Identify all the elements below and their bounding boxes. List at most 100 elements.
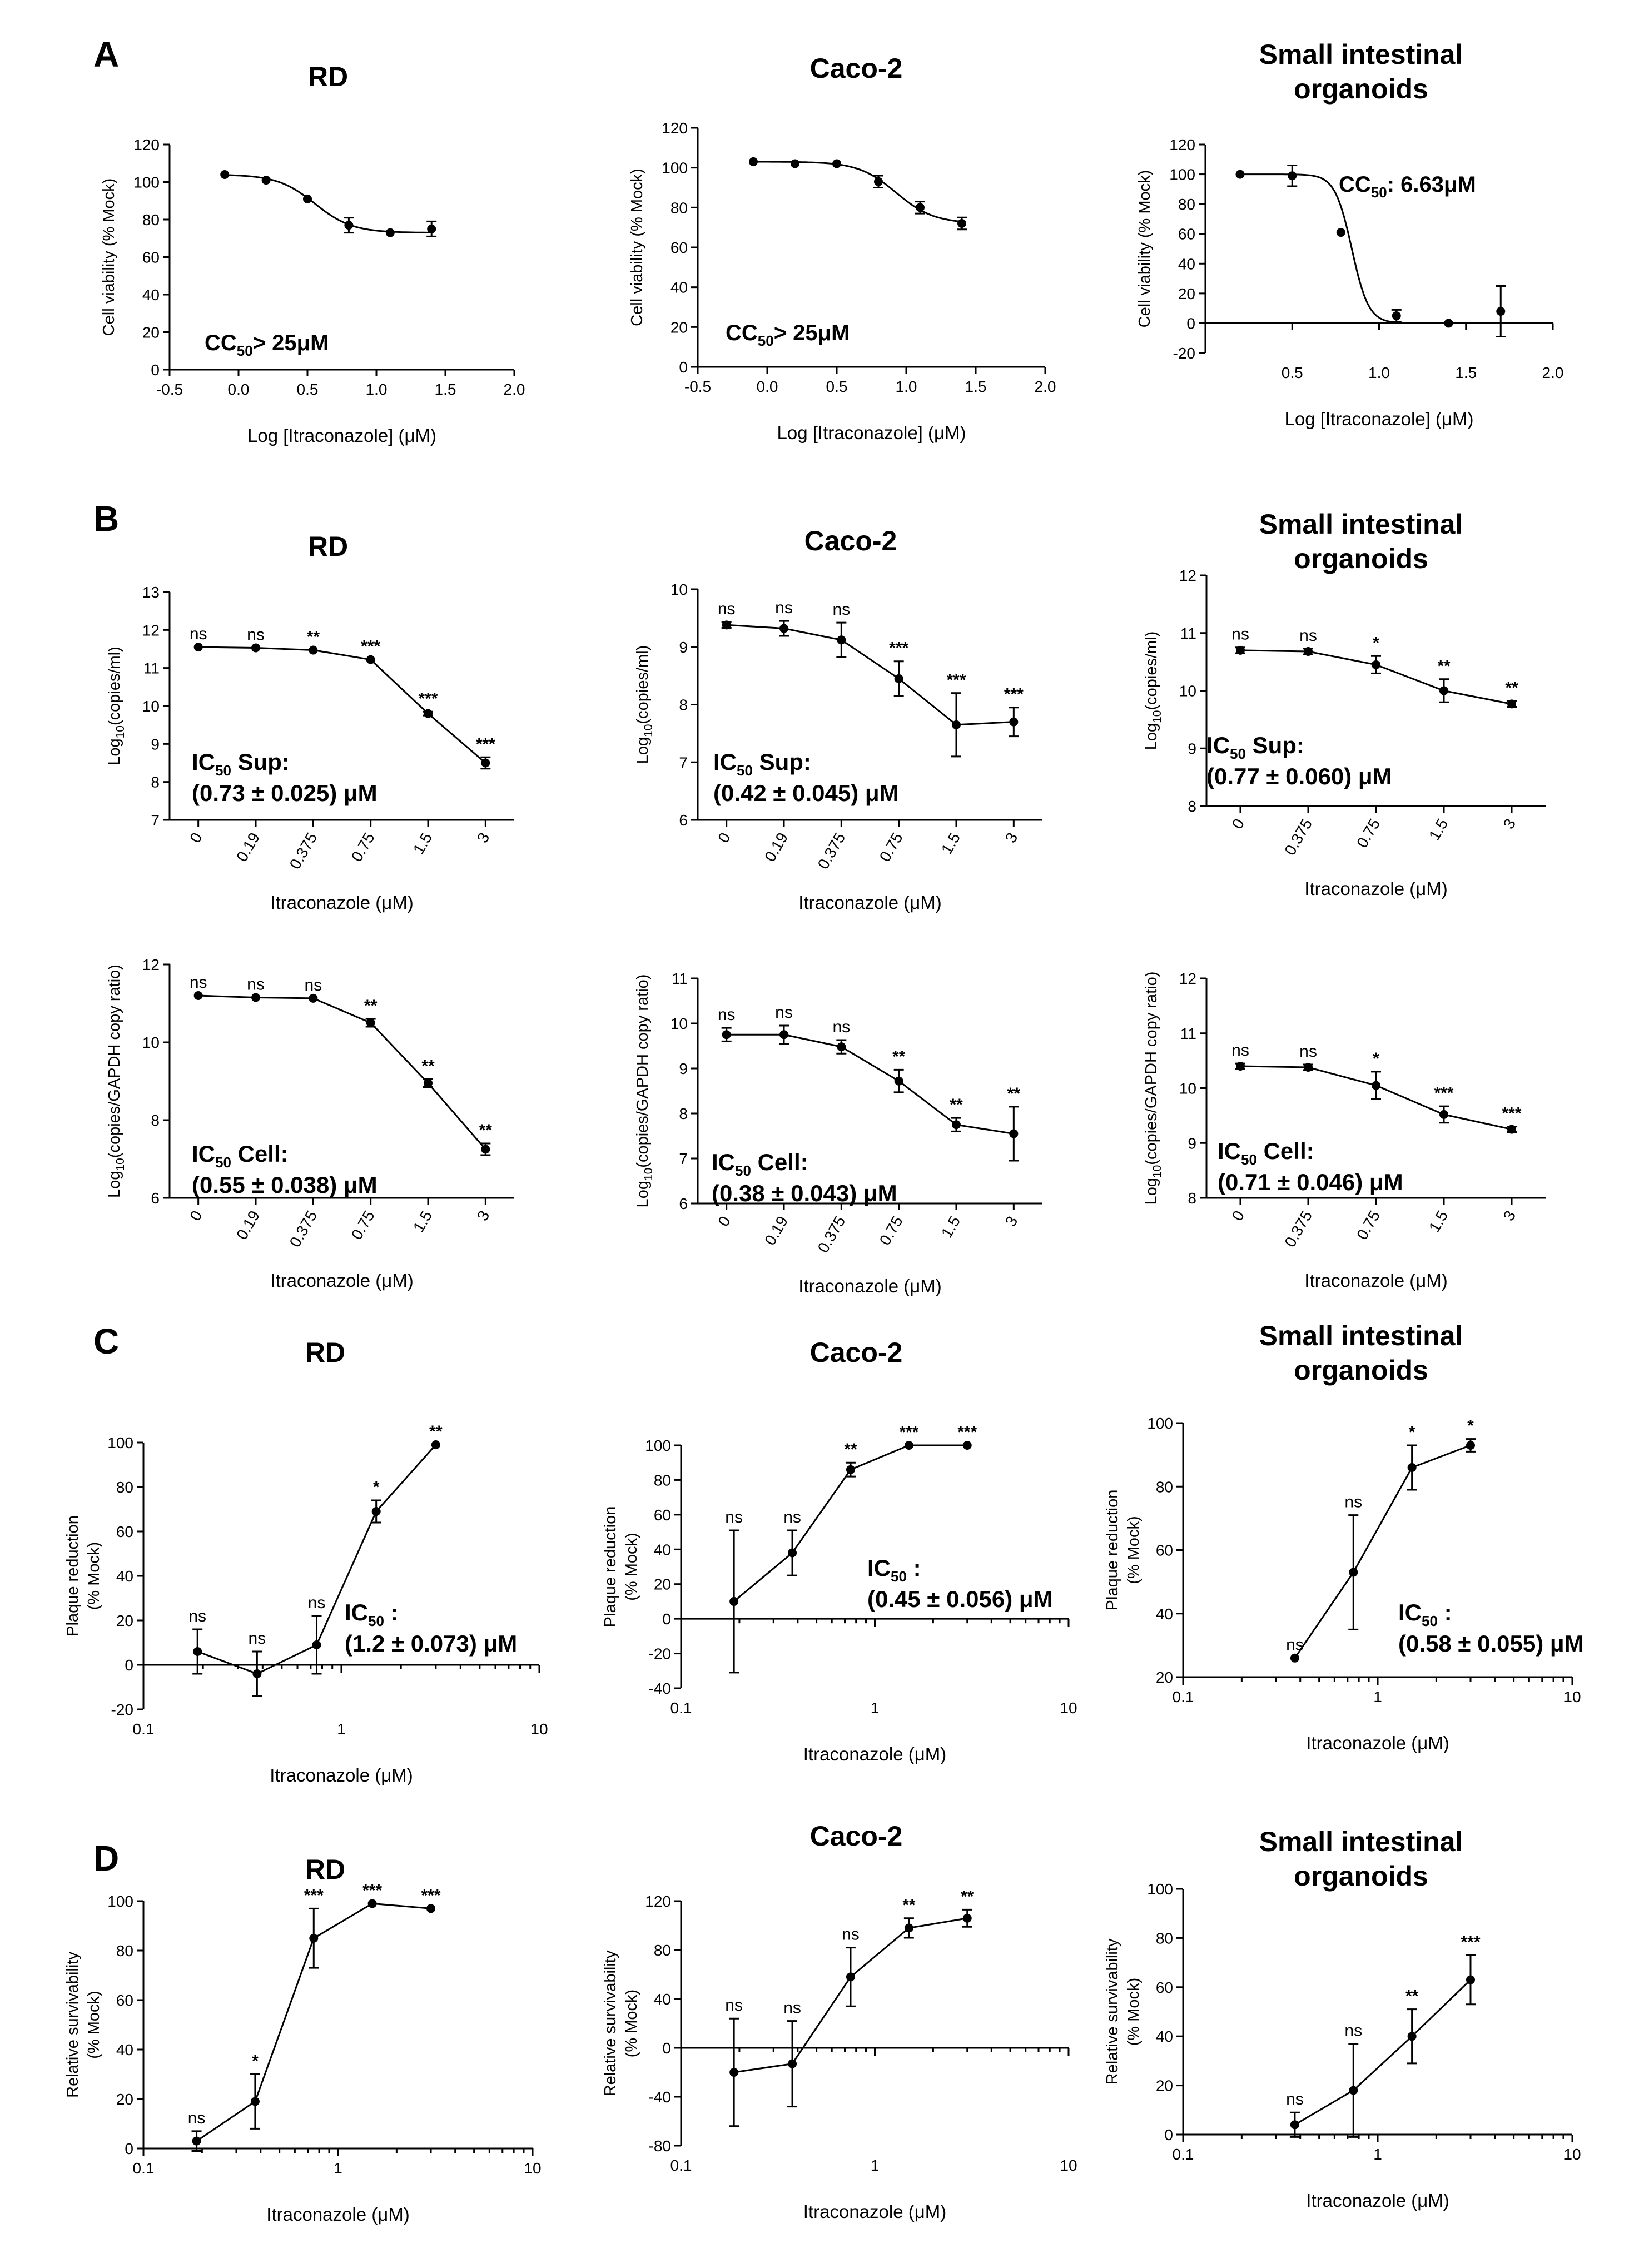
y-tick-label: 100: [107, 1893, 133, 1910]
annotation: IC50 Cell:: [192, 1141, 289, 1171]
y-tick-label: 40: [670, 279, 688, 296]
y-tick-label: 120: [133, 136, 160, 153]
chart-b-caco2-cell: 6 7 8 9 10 11 0 0.19 0.375 0.75 1.5 3 Itraconazole (…: [634, 970, 1042, 1296]
x-tick-label: 0: [1229, 1208, 1248, 1224]
x-tick-label: 10: [1563, 1688, 1581, 1705]
y-tick-label: 40: [654, 1541, 671, 1558]
y-tick-label: 7: [151, 812, 160, 829]
data-point: [791, 159, 799, 168]
y-tick-label: 80: [142, 211, 160, 228]
chart-title: RD: [308, 531, 348, 562]
data-point: [957, 219, 966, 228]
data-point: [832, 159, 841, 168]
y-tick-label: 10: [1179, 1080, 1196, 1097]
y-tick-label: 80: [670, 199, 688, 216]
x-tick-label: 1.5: [938, 1213, 963, 1241]
data-point: [779, 1030, 788, 1040]
significance-mark: **: [892, 1047, 906, 1066]
x-axis-label: Itraconazole (μM): [1306, 1733, 1449, 1753]
data-point: [481, 758, 490, 768]
x-axis-label: Log [Itraconazole] (μM): [777, 422, 966, 443]
y-tick-label: 9: [679, 1060, 688, 1077]
fit-curve: [1240, 173, 1501, 324]
y-tick-label: 60: [654, 1506, 671, 1524]
x-tick-label: 1.5: [938, 830, 963, 857]
x-tick-label: 0.0: [757, 378, 778, 395]
y-tick-label: 20: [116, 2091, 133, 2108]
x-tick-label: 1.5: [965, 378, 987, 395]
y-tick-label: 60: [1156, 1542, 1173, 1559]
chart-b-sio-cell: 8 9 10 11 12 0 0.375 0.75 1.5 3 Itraconazole (μM) L…: [1143, 970, 1546, 1291]
significance-mark: **: [1007, 1085, 1021, 1103]
chart-title-line: organoids: [1294, 1861, 1428, 1892]
y-axis-label-part: 10: [1151, 710, 1164, 723]
series-line: [1294, 1444, 1471, 1659]
fit-curve: [225, 174, 432, 233]
y-tick-label: 100: [107, 1434, 133, 1451]
data-point: [837, 1042, 846, 1052]
y-axis-label-part: 10: [114, 1158, 127, 1171]
chart-title: Caco-2: [804, 525, 897, 556]
y-tick-label: 12: [1179, 970, 1196, 987]
y-tick-label: 40: [1178, 255, 1195, 272]
data-point: [1009, 717, 1019, 727]
annotation-part: 50: [735, 1162, 751, 1179]
y-tick-label: 0: [125, 2140, 133, 2157]
annotation-part: CC: [1339, 172, 1371, 197]
data-point: [385, 228, 395, 237]
annotation: IC50 :: [1398, 1599, 1452, 1629]
y-tick-label: -20: [111, 1701, 133, 1718]
data-point: [193, 1647, 202, 1656]
annotation-part: 50: [237, 342, 253, 359]
y-tick-label: 9: [151, 735, 160, 753]
y-tick-label: 60: [1156, 1979, 1173, 1996]
data-point: [366, 655, 375, 664]
significance-mark: **: [1505, 679, 1518, 697]
data-point: [193, 991, 203, 1000]
significance-mark: ns: [783, 1999, 801, 2017]
y-axis-label-part: Log: [106, 738, 123, 765]
y-tick-label: 20: [1156, 2077, 1173, 2095]
data-point: [309, 993, 318, 1003]
data-point: [788, 1548, 797, 1558]
y-axis-label-part: (% Mock): [85, 1991, 103, 2058]
x-axis-label: Itraconazole (μM): [1304, 1270, 1447, 1291]
annotation-part: Sup:: [231, 749, 290, 775]
chart-title-line: organoids: [1294, 73, 1428, 105]
chart-b-sio-sup: Small intestinal organoids 8 9 10 11 12 0 0.375 0…: [1143, 509, 1546, 899]
significance-mark: ***: [889, 639, 908, 658]
data-point: [1304, 1062, 1313, 1072]
annotation-line: (0.71 ± 0.046) μM: [1218, 1169, 1403, 1195]
x-tick-label: 0.1: [670, 1699, 692, 1717]
y-tick-label: 12: [1179, 567, 1196, 584]
x-tick-label: 3: [474, 830, 493, 846]
x-tick-label: 1: [334, 2160, 342, 2177]
chart-c-sio: Small intestinal organoids 20 40 60 80 100 0.1 1…: [1104, 1320, 1584, 1753]
annotation-part: Sup:: [1246, 732, 1304, 758]
y-axis-label-part: (% Mock): [1125, 1978, 1143, 2046]
significance-mark: ***: [1502, 1105, 1521, 1123]
y-tick-label: 60: [142, 249, 160, 266]
significance-mark: ns: [190, 625, 207, 643]
data-point: [1304, 646, 1313, 656]
data-point: [1349, 2086, 1358, 2095]
chart-a-sio: Small intestinal organoids -20 0 20 40 60 80 100…: [1136, 39, 1563, 429]
y-tick-label: 40: [1156, 2028, 1173, 2045]
data-point: [424, 1078, 433, 1088]
y-tick-label: -40: [649, 2088, 671, 2106]
y-tick-label: 0: [1186, 315, 1195, 332]
data-point: [1466, 1975, 1475, 1984]
significance-mark: ns: [308, 1594, 326, 1612]
y-tick-label: 11: [1180, 625, 1196, 642]
significance-mark: ***: [1461, 1933, 1480, 1951]
data-point: [1372, 1081, 1380, 1090]
annotation-line: (0.38 ± 0.043) μM: [712, 1180, 897, 1206]
y-axis-label: Cell viability (% Mock): [100, 178, 118, 336]
x-tick-label: 0.5: [1282, 364, 1303, 381]
significance-mark: ***: [946, 671, 966, 689]
significance-mark: *: [1373, 634, 1379, 652]
y-axis-label: Log10(copies/ml): [634, 645, 655, 764]
significance-mark: *: [252, 2052, 259, 2071]
significance-mark: **: [844, 1440, 857, 1459]
annotation-part: Cell:: [1257, 1138, 1314, 1164]
